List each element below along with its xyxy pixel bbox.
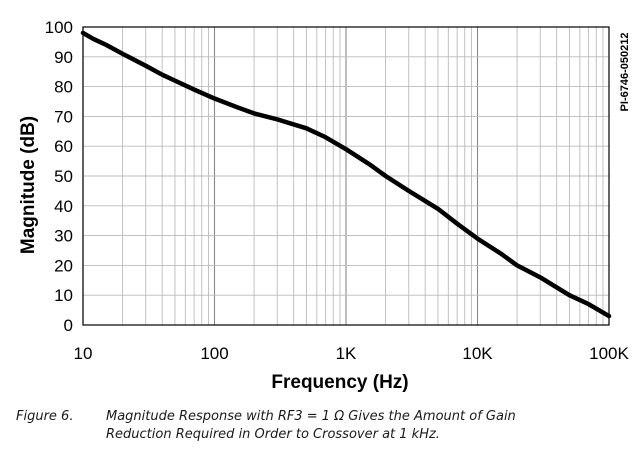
y-tick-label: 10 — [54, 286, 73, 305]
x-tick-label: 10 — [74, 344, 93, 363]
x-tick-label: 10K — [462, 344, 493, 363]
y-tick-label: 70 — [54, 107, 73, 126]
caption-text: Magnitude Response with RF3 = 1 Ω Gives … — [106, 408, 626, 444]
y-tick-label: 80 — [54, 78, 73, 97]
magnitude-series-line — [80, 30, 612, 319]
y-tick-label: 100 — [45, 18, 73, 37]
plot-frame — [82, 26, 610, 326]
y-tick-label: 30 — [54, 227, 73, 246]
x-axis-title: Frequency (Hz) — [271, 372, 408, 393]
y-axis-ticks: 0 10 20 30 40 50 60 70 80 90 100 — [45, 18, 73, 335]
y-tick-label: 50 — [54, 167, 73, 186]
caption-line-1: Magnitude Response with RF3 = 1 Ω Gives … — [106, 409, 516, 424]
grid — [82, 26, 609, 326]
y-tick-label: 60 — [54, 137, 73, 156]
document-id-label: PI-6746-050212 — [619, 33, 631, 112]
x-tick-label: 1K — [336, 344, 357, 363]
x-tick-label: 100 — [200, 344, 228, 363]
x-tick-label: 100K — [589, 344, 629, 363]
y-tick-label: 20 — [54, 256, 73, 275]
caption-line-2: Reduction Required in Order to Crossover… — [106, 427, 440, 442]
y-axis-title: Magnitude (dB) — [18, 116, 39, 254]
x-axis-ticks: 10 100 1K 10K 100K — [74, 344, 630, 363]
y-tick-label: 40 — [54, 197, 73, 216]
figure-label: Figure 6. — [16, 409, 74, 424]
y-tick-label: 90 — [54, 48, 73, 67]
y-tick-label: 0 — [64, 316, 73, 335]
